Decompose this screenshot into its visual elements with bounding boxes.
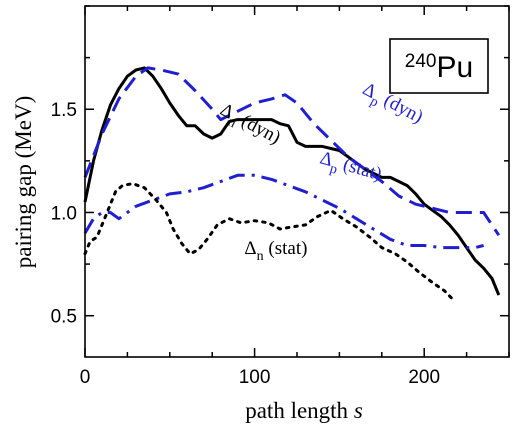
series-annotation-3: Δp (stat) [316, 148, 384, 190]
x-axis-label-text: path length [245, 398, 354, 423]
x-tick-label: 0 [80, 367, 91, 388]
y-tick-label: 1.5 [51, 100, 77, 121]
series-line-1-n-dyn [83, 66, 501, 296]
x-tick-label: 200 [408, 367, 440, 388]
y-axis-label: pairing gap (MeV) [11, 96, 36, 268]
x-tick-label: 100 [239, 367, 271, 388]
series-annotation-4: Δn (stat) [244, 238, 307, 264]
y-tick-label: 1.0 [51, 203, 77, 224]
series-line-3-p-stat [83, 173, 484, 250]
series-line-2-p-dyn [83, 66, 501, 237]
y-tick-label: 0.5 [51, 307, 77, 328]
nucleus-symbol: Pu [437, 51, 474, 84]
x-axis-label: path length s [245, 398, 363, 423]
nucleus-label: 240Pu [405, 51, 473, 84]
series-line-4-n-stat [83, 182, 457, 303]
nucleus-label-box: 240Pu [389, 38, 489, 94]
ticks-layer: 0 100 200 0.5 1.0 1.5 [51, 5, 510, 388]
x-axis-label-var: s [354, 398, 363, 423]
nucleus-mass: 240 [405, 51, 437, 72]
series-layer [83, 66, 501, 303]
